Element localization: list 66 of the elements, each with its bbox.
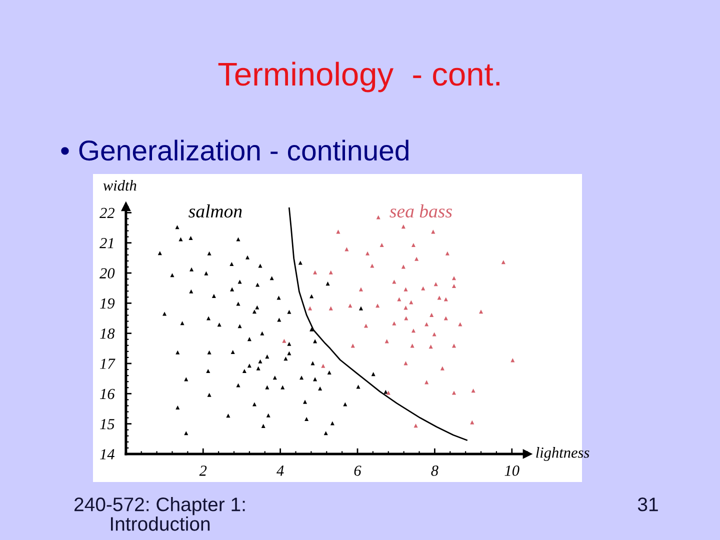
point bbox=[404, 361, 408, 366]
point bbox=[397, 297, 402, 302]
point bbox=[452, 284, 456, 288]
point bbox=[404, 316, 408, 320]
y-tick-label: 14 bbox=[100, 449, 114, 460]
point bbox=[348, 304, 352, 308]
point bbox=[404, 306, 408, 310]
point bbox=[308, 306, 312, 310]
point bbox=[432, 332, 436, 336]
y-tick-label: 17 bbox=[100, 358, 116, 369]
y-tick-label: 22 bbox=[100, 208, 114, 218]
text: 240-572: Chapter 1: Introduction bbox=[74, 497, 245, 531]
point bbox=[445, 251, 450, 256]
point bbox=[328, 270, 333, 274]
point bbox=[411, 328, 416, 333]
y-axis-title: width bbox=[103, 180, 136, 191]
point bbox=[452, 344, 456, 348]
point bbox=[458, 322, 462, 326]
point bbox=[471, 388, 476, 393]
point bbox=[437, 296, 442, 300]
point bbox=[452, 276, 456, 280]
y-tick-label: 20 bbox=[100, 268, 115, 278]
point bbox=[404, 287, 408, 292]
point bbox=[313, 270, 318, 274]
x-axis-title: lightness bbox=[536, 447, 590, 461]
point bbox=[421, 286, 426, 290]
text: 31 bbox=[638, 498, 658, 512]
point bbox=[366, 251, 370, 256]
x-tick-label: 8 bbox=[431, 466, 438, 476]
chart-title: Terminology - cont. bbox=[218, 62, 500, 92]
y-tick-label: 21 bbox=[100, 238, 114, 248]
y-tick-label: 15 bbox=[100, 419, 114, 430]
point bbox=[386, 390, 390, 395]
point bbox=[409, 300, 414, 304]
y-tick-label: 16 bbox=[100, 388, 115, 400]
point bbox=[380, 242, 384, 247]
x-tick-label: 6 bbox=[354, 466, 362, 476]
point bbox=[392, 280, 396, 284]
point bbox=[364, 324, 368, 328]
point bbox=[328, 306, 333, 310]
series-label: sea bass bbox=[390, 204, 452, 218]
point bbox=[424, 322, 429, 326]
point bbox=[370, 264, 374, 268]
chart-subtitle: • Generalization - continued bbox=[61, 140, 408, 161]
point bbox=[414, 256, 419, 261]
point bbox=[392, 321, 396, 326]
point bbox=[430, 312, 434, 317]
point bbox=[414, 424, 418, 428]
point bbox=[444, 297, 448, 302]
point bbox=[452, 390, 456, 395]
y-tick-label: 18 bbox=[100, 328, 115, 339]
point bbox=[411, 242, 416, 247]
point bbox=[376, 304, 380, 308]
x-tick-label: 2 bbox=[199, 466, 207, 476]
point bbox=[282, 338, 286, 343]
point bbox=[444, 316, 448, 320]
point bbox=[470, 420, 474, 424]
x-tick-label: 4 bbox=[276, 466, 284, 476]
x-tick-label: 10 bbox=[504, 466, 520, 476]
point bbox=[440, 366, 444, 370]
y-tick-label: 19 bbox=[100, 298, 115, 309]
point bbox=[358, 287, 363, 292]
point bbox=[401, 224, 406, 229]
point bbox=[479, 310, 484, 314]
series-label: salmon bbox=[188, 204, 242, 218]
point bbox=[321, 364, 326, 368]
